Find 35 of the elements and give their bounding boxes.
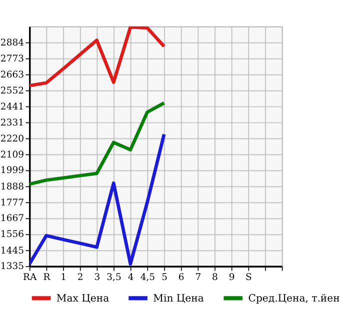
- y-tick-label: 2331: [0, 117, 24, 128]
- x-tick-label: 2: [77, 272, 84, 284]
- y-tick-label: 1335: [0, 261, 24, 272]
- x-tick-label: 9: [228, 272, 235, 284]
- x-tick-label: S: [245, 272, 252, 284]
- x-tick-label: 5: [162, 272, 168, 284]
- y-tick-label: 1556: [0, 229, 24, 240]
- x-tick-label: 6: [178, 272, 184, 284]
- y-tick-label: 1667: [0, 213, 24, 224]
- x-tick-label: 1: [60, 272, 66, 284]
- y-tick-label: 2552: [0, 85, 24, 96]
- x-tick-label: 4: [128, 272, 134, 284]
- line-series: [29, 26, 166, 88]
- y-tick-label: 1888: [0, 181, 24, 192]
- x-tick-label: RA: [23, 272, 38, 284]
- legend-label: Min Цена: [153, 294, 204, 305]
- legend-label: Сред.Цена, т.йен: [248, 294, 340, 305]
- y-tick-label: 1999: [0, 165, 24, 176]
- y-tick-label: 1777: [0, 197, 24, 208]
- line-series: [29, 101, 166, 186]
- y-tick-label: 1445: [0, 245, 24, 256]
- line-series: [29, 132, 166, 266]
- y-tick-label: 2663: [0, 69, 24, 80]
- x-tick-label: 3: [94, 272, 100, 284]
- x-tick-label: 7: [195, 272, 202, 284]
- x-tick-label: 3,5: [106, 272, 122, 284]
- y-tick-label: 2109: [0, 149, 24, 160]
- y-tick-label: 2884: [0, 37, 24, 48]
- y-tick-label: 2220: [0, 133, 24, 144]
- x-tick-label: R: [43, 272, 52, 284]
- legend-label: Max Цена: [56, 294, 110, 305]
- y-tick-label: 2441: [0, 101, 24, 112]
- x-tick-label: 8: [212, 272, 218, 284]
- x-tick-label: 4,5: [140, 272, 156, 284]
- y-tick-label: 2773: [0, 53, 24, 64]
